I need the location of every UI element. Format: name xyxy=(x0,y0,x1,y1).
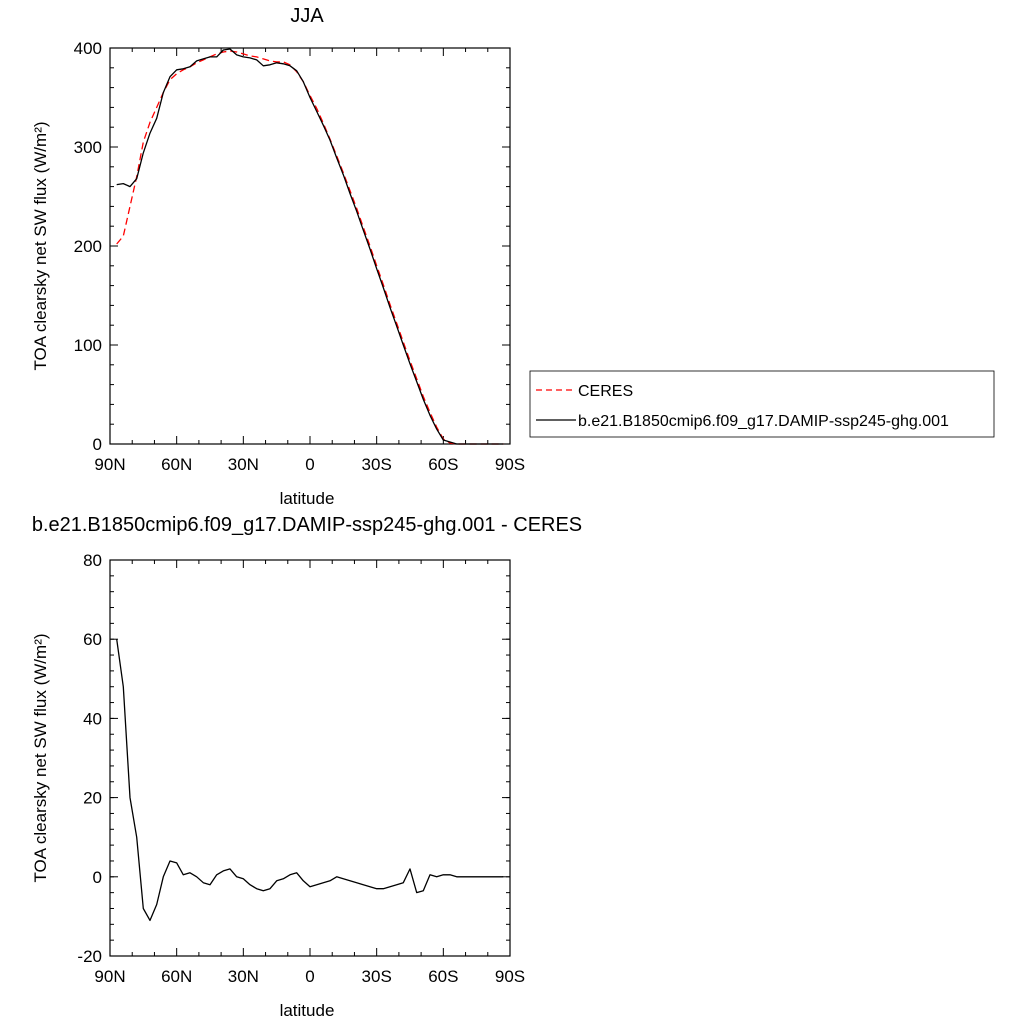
bottom-y-tick-label: 0 xyxy=(93,868,102,887)
bottom-x-tick-label: 90S xyxy=(495,967,525,986)
bottom-series-line-0 xyxy=(116,639,504,922)
top-y-axis-label: TOA clearsky net SW flux (W/m²) xyxy=(31,121,50,370)
bottom-x-tick-label: 30N xyxy=(228,967,259,986)
top-y-tick-label: 300 xyxy=(74,138,102,157)
top-x-tick-label: 60N xyxy=(161,455,192,474)
bottom-x-tick-label: 90N xyxy=(94,967,125,986)
legend-label-model: b.e21.B1850cmip6.f09_g17.DAMIP-ssp245-gh… xyxy=(578,413,949,430)
bottom-axis-ticks: 90N 60N 30N 0 30S 60S 90S -20 0 20 40 60 80 xyxy=(77,551,525,986)
top-x-tick-label: 0 xyxy=(305,455,314,474)
top-y-tick-label: 400 xyxy=(74,39,102,58)
top-y-tick-label: 0 xyxy=(93,435,102,454)
top-x-tick-label: 30N xyxy=(228,455,259,474)
bottom-y-tick-label: 40 xyxy=(83,709,102,728)
top-plot-title: JJA xyxy=(290,5,324,27)
top-plot-frame xyxy=(109,47,511,445)
top-x-tick-label: 60S xyxy=(428,455,458,474)
bottom-y-axis-label: TOA clearsky net SW flux (W/m²) xyxy=(31,633,50,882)
bottom-y-tick-label: -20 xyxy=(77,947,102,966)
bottom-plot-title: b.e21.B1850cmip6.f09_g17.DAMIP-ssp245-gh… xyxy=(32,514,582,536)
top-x-tick-label: 90N xyxy=(94,455,125,474)
top-series-lines xyxy=(116,48,504,445)
bottom-plot-frame xyxy=(109,559,511,957)
bottom-x-tick-label: 0 xyxy=(305,967,314,986)
top-series-line-ceres xyxy=(116,50,504,445)
top-y-tick-label: 200 xyxy=(74,237,102,256)
bottom-panel: b.e21.B1850cmip6.f09_g17.DAMIP-ssp245-gh… xyxy=(31,514,582,1020)
bottom-x-tick-label: 30S xyxy=(362,967,392,986)
top-x-tick-label: 90S xyxy=(495,455,525,474)
legend-box xyxy=(529,370,995,438)
bottom-x-axis-label: latitude xyxy=(280,1001,335,1020)
top-series-line-b xyxy=(116,48,504,445)
top-x-axis-label: latitude xyxy=(280,489,335,508)
legend: CERES b.e21.B1850cmip6.f09_g17.DAMIP-ssp… xyxy=(529,370,995,438)
bottom-y-tick-label: 60 xyxy=(83,630,102,649)
top-y-tick-label: 100 xyxy=(74,336,102,355)
top-x-tick-label: 30S xyxy=(362,455,392,474)
bottom-y-tick-label: 80 xyxy=(83,551,102,570)
bottom-y-tick-label: 20 xyxy=(83,789,102,808)
bottom-x-tick-label: 60S xyxy=(428,967,458,986)
bottom-series-lines xyxy=(116,639,504,922)
bottom-x-tick-label: 60N xyxy=(161,967,192,986)
legend-label-ceres: CERES xyxy=(578,383,633,400)
top-axis-ticks: 90N 60N 30N 0 30S 60S 90S 0 100 200 300 400 xyxy=(74,39,526,474)
top-panel: JJA 90N 60N 30N 0 30S 60S 90S 0 100 200 300 400 lat… xyxy=(31,5,995,508)
